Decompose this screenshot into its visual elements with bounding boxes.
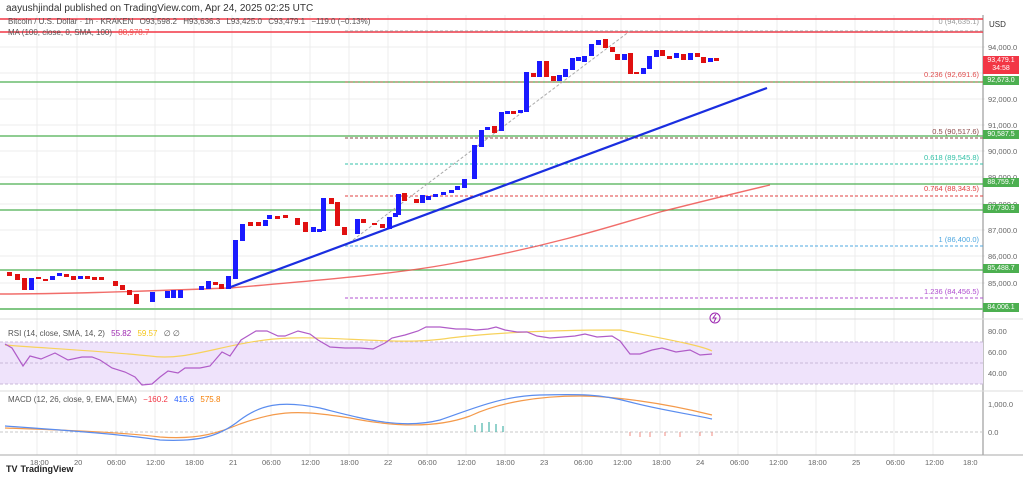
brand-name: TradingView	[20, 464, 74, 474]
chart-canvas[interactable]	[0, 15, 1023, 463]
ohlc-change: −119.0 (−0.13%)	[311, 17, 371, 26]
time-tick: 18:00	[496, 458, 515, 467]
grid	[0, 15, 985, 455]
price-tick: 89,000.0	[988, 173, 1017, 182]
price-tick: 90,000.0	[988, 147, 1018, 156]
ohlc-high: H93,636.3	[183, 17, 221, 26]
bar-countdown: 34:58	[992, 65, 1010, 72]
price-tick: 94,000.0	[988, 43, 1018, 52]
support-lines	[0, 81, 983, 271]
ma-100-line	[0, 184, 771, 295]
time-tick: 12:00	[146, 458, 165, 467]
rsi-sma-value: 59.57	[137, 329, 158, 338]
symbol-legend: Bitcoin / U.S. Dollar · 1h · KRAKEN O93,…	[8, 17, 374, 26]
rsi-extra: ∅ ∅	[163, 329, 180, 338]
rsi-tick: 80.00	[988, 327, 1007, 336]
macd-legend: MACD (12, 26, close, 9, EMA, EMA) −160.2…	[8, 395, 224, 404]
ohlc-close: C93,479.1	[268, 17, 306, 26]
fib-label-05: 0.5 (90,517.6)	[932, 127, 979, 136]
ma-label: MA (100, close, 0, SMA, 100)	[8, 28, 113, 37]
macd-histogram-negative	[629, 432, 713, 437]
macd-label: MACD (12, 26, close, 9, EMA, EMA)	[8, 395, 137, 404]
level-tag: 88,759.7	[983, 178, 1019, 187]
level-tag: 84,006.1	[983, 303, 1019, 312]
published-caption: aayushjindal published on TradingView.co…	[6, 3, 314, 14]
ohlc-open: O93,598.2	[139, 17, 177, 26]
level-tag: 90,587.5	[983, 130, 1019, 139]
current-price-tag: 93,479.1 34:58	[983, 56, 1019, 74]
time-tick: 12:00	[925, 458, 944, 467]
time-tick: 06:00	[730, 458, 749, 467]
ma-legend: MA (100, close, 0, SMA, 100) 88,978.7	[8, 28, 153, 37]
macd-line	[4, 393, 713, 441]
time-tick: 06:00	[262, 458, 281, 467]
price-tick: 86,000.0	[988, 252, 1018, 261]
fib-label-0: 0 (94,635.1)	[938, 17, 979, 26]
lightning-alert-icon[interactable]	[709, 312, 721, 324]
ohlc-low: L93,425.0	[226, 17, 262, 26]
time-tick: 21	[229, 458, 238, 467]
ma-value: 88,978.7	[118, 28, 150, 37]
time-tick: 12:00	[613, 458, 632, 467]
time-tick: 18:00	[340, 458, 359, 467]
macd-hist-value: −160.2	[143, 395, 168, 404]
price-tick: 92,000.0	[988, 95, 1018, 104]
current-price: 93,479.1	[987, 57, 1015, 64]
rsi-sma-line	[4, 329, 713, 358]
time-tick: 06:00	[107, 458, 126, 467]
time-tick: 20	[74, 458, 83, 467]
symbol-title: Bitcoin / U.S. Dollar · 1h · KRAKEN	[8, 17, 134, 26]
time-tick: 06:00	[418, 458, 437, 467]
rsi-value: 55.82	[111, 329, 132, 338]
time-tick: 22	[384, 458, 393, 467]
time-tick: 06:00	[574, 458, 593, 467]
time-tick: 12:00	[769, 458, 788, 467]
rsi-tick: 40.00	[988, 369, 1007, 378]
fib-label-0618: 0.618 (89,545.8)	[923, 153, 979, 162]
rsi-label: RSI (14, close, SMA, 14, 2)	[8, 329, 105, 338]
rsi-line	[4, 326, 713, 386]
price-tick: 87,000.0	[988, 226, 1018, 235]
currency-label[interactable]: USD	[989, 20, 1006, 29]
rsi-legend: RSI (14, close, SMA, 14, 2) 55.82 59.57 …	[8, 329, 184, 338]
macd-signal-line	[4, 395, 713, 439]
time-tick: 06:00	[886, 458, 905, 467]
macd-value: 415.6	[174, 395, 195, 404]
fib-label-1: 1 (86,400.0)	[938, 235, 979, 244]
time-tick: 18:00	[30, 458, 49, 467]
level-tag: 87,730.9	[983, 204, 1019, 213]
rsi-tick: 60.00	[988, 348, 1007, 357]
price-tick: 85,000.0	[988, 279, 1018, 288]
time-tick: 18:0	[963, 458, 978, 467]
fib-label-0764: 0.764 (88,343.5)	[923, 184, 979, 193]
time-tick: 18:00	[808, 458, 827, 467]
macd-histogram-positive	[474, 422, 504, 432]
time-tick: 18:00	[185, 458, 204, 467]
macd-signal-value: 575.8	[200, 395, 221, 404]
time-tick: 23	[540, 458, 549, 467]
tradingview-logo[interactable]: TV TradingView	[6, 464, 73, 474]
fib-label-0236: 0.236 (92,691.6)	[923, 70, 979, 79]
level-tag: 92,673.0	[983, 76, 1019, 85]
trendline	[227, 86, 768, 290]
fib-trend-line	[344, 30, 631, 247]
tradingview-logo-icon: TV	[6, 464, 18, 474]
time-tick: 12:00	[457, 458, 476, 467]
price-tick: 91,000.0	[988, 121, 1018, 130]
macd-tick: 0.0	[988, 428, 999, 437]
time-tick: 25	[852, 458, 861, 467]
time-tick: 18:00	[652, 458, 671, 467]
macd-tick: 1,000.0	[988, 400, 1014, 409]
level-tag: 85,488.7	[983, 264, 1019, 273]
time-tick: 24	[696, 458, 705, 467]
time-tick: 12:00	[301, 458, 320, 467]
candles	[7, 39, 719, 304]
fib-label-1236: 1.236 (84,456.5)	[923, 287, 979, 296]
